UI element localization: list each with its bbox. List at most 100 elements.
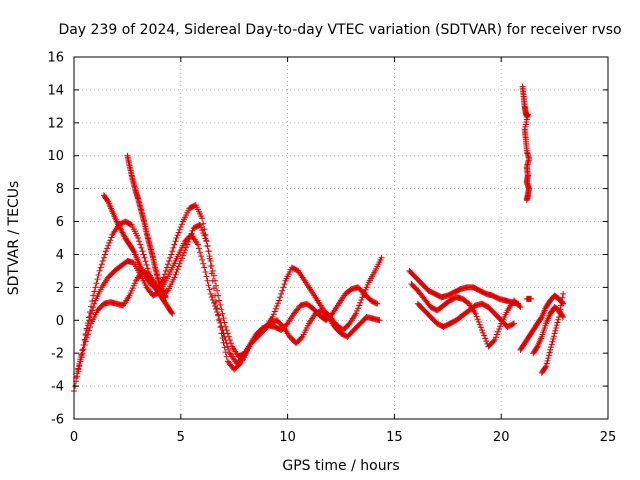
data-point-plus xyxy=(116,224,123,230)
data-point-plus xyxy=(224,330,231,337)
x-tick-label: 25 xyxy=(600,430,617,445)
data-point-plus xyxy=(138,244,145,251)
data-point-plus xyxy=(473,313,480,320)
data-point-plus xyxy=(108,234,115,241)
data-point-plus xyxy=(81,342,88,348)
data-point-plus xyxy=(91,288,98,295)
data-point-plus xyxy=(177,258,184,264)
data-point-plus xyxy=(210,272,217,279)
data-point-plus xyxy=(225,346,232,353)
data-point-plus xyxy=(495,328,501,335)
data-point-plus xyxy=(545,352,552,359)
data-point-plus xyxy=(76,362,83,369)
data-point-plus xyxy=(163,264,170,271)
data-point-plus xyxy=(86,317,92,324)
data-point-plus xyxy=(543,363,550,370)
data-point-plus xyxy=(197,249,203,256)
data-point-plus xyxy=(135,235,142,241)
data-point-plus xyxy=(555,316,562,323)
data-point-plus xyxy=(298,334,305,341)
data-point-plus xyxy=(183,244,190,251)
data-point-plus xyxy=(549,338,556,345)
data-point-plus xyxy=(203,273,210,280)
data-point-plus xyxy=(179,252,186,259)
data-point-plus xyxy=(96,267,103,274)
data-point-plus xyxy=(208,263,215,269)
data-point-plus xyxy=(483,338,490,345)
y-tick-label: 8 xyxy=(56,182,64,197)
data-point-plus xyxy=(162,267,169,274)
data-point-plus xyxy=(198,253,205,260)
data-point-plus xyxy=(538,315,545,322)
series-track-l xyxy=(538,290,567,376)
data-point-plus xyxy=(378,254,385,261)
y-tick-label: 4 xyxy=(56,248,64,263)
data-point-plus xyxy=(276,297,283,304)
data-point-plus xyxy=(280,284,287,291)
data-point-plus xyxy=(277,294,284,301)
data-point-plus xyxy=(188,230,195,237)
data-point-plus xyxy=(93,280,100,287)
data-point-plus xyxy=(523,197,530,204)
data-point-plus xyxy=(82,338,89,345)
data-point-plus xyxy=(178,255,185,262)
data-point-plus xyxy=(201,264,208,271)
data-point-plus xyxy=(270,311,277,318)
data-point-plus xyxy=(98,261,105,268)
data-point-plus xyxy=(99,258,106,264)
data-point-plus xyxy=(171,241,178,248)
x-tick-label: 15 xyxy=(386,430,403,445)
chart-title: Day 239 of 2024, Sidereal Day-to-day VTE… xyxy=(58,22,621,38)
y-tick-label: -6 xyxy=(51,413,64,428)
data-point-plus xyxy=(474,316,481,323)
data-point-plus xyxy=(100,254,107,261)
data-point-plus xyxy=(209,267,216,274)
data-point-plus xyxy=(168,251,175,258)
y-tick-label: 16 xyxy=(47,51,64,66)
data-point-plus xyxy=(556,310,563,317)
data-point-plus xyxy=(203,238,210,245)
data-point-plus xyxy=(102,251,108,258)
data-point-plus xyxy=(206,253,213,260)
y-tick-label: 14 xyxy=(47,83,64,98)
data-point-plus xyxy=(545,355,552,362)
data-point-plus xyxy=(558,302,564,309)
data-point-plus xyxy=(104,197,111,204)
data-point-plus xyxy=(175,229,182,236)
y-tick-label: 6 xyxy=(56,215,64,230)
data-point-plus xyxy=(166,258,173,264)
data-point-plus xyxy=(160,274,167,281)
data-point-plus xyxy=(162,294,169,301)
data-point-plus xyxy=(182,247,189,254)
data-point-plus xyxy=(115,222,122,229)
data-point-plus xyxy=(92,284,99,291)
y-tick-label: 0 xyxy=(56,314,64,329)
data-point-plus xyxy=(113,218,120,225)
data-point-plus xyxy=(165,261,171,268)
data-point-plus xyxy=(205,282,212,289)
data-point-plus xyxy=(144,265,151,272)
data-point-plus xyxy=(475,318,482,325)
data-point-plus xyxy=(553,325,559,331)
data-point-plus xyxy=(517,304,524,311)
data-point-plus xyxy=(169,310,176,317)
data-point-plus xyxy=(546,349,553,356)
data-point-plus xyxy=(77,358,84,365)
data-point-plus xyxy=(87,324,93,331)
data-point-plus xyxy=(223,353,230,360)
data-point-plus xyxy=(516,303,523,309)
series-track-j xyxy=(517,292,567,353)
x-axis-ticks: 0 5 10 15 20 25 xyxy=(70,57,616,445)
data-point-plus xyxy=(218,323,225,330)
series-track-g xyxy=(408,281,524,350)
data-point-plus xyxy=(550,333,557,340)
data-point-plus xyxy=(169,248,176,255)
y-tick-label: 12 xyxy=(47,116,64,131)
data-point-plus xyxy=(553,322,560,329)
data-point-plus xyxy=(269,314,276,320)
data-point-plus xyxy=(90,304,97,311)
data-point-plus xyxy=(548,344,554,351)
data-point-plus xyxy=(207,258,214,264)
data-point-plus xyxy=(221,319,228,326)
data-point-plus xyxy=(493,331,500,338)
